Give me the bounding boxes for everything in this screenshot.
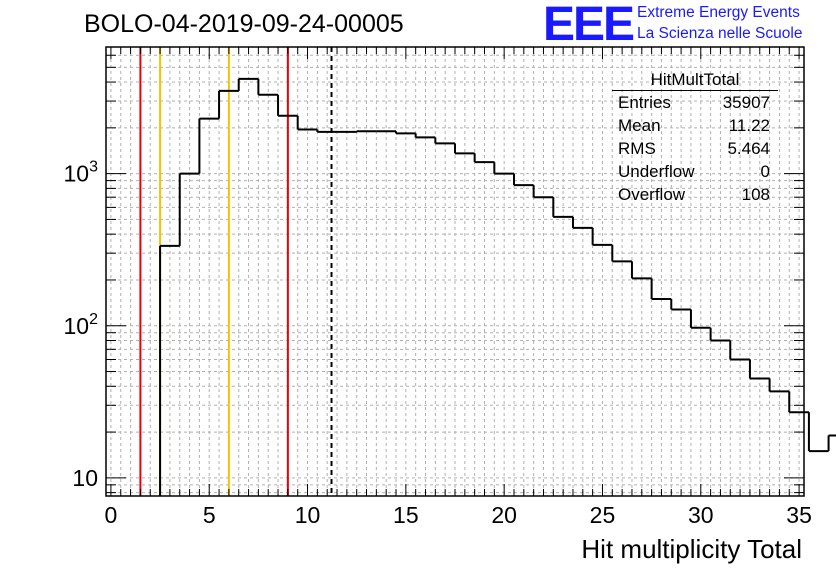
x-tick-label: 0 bbox=[105, 502, 118, 528]
x-tick-label: 20 bbox=[491, 502, 517, 528]
histogram-bin bbox=[689, 309, 711, 329]
x-tick-label: 5 bbox=[203, 502, 216, 528]
marker-lines bbox=[139, 47, 333, 496]
chart-title: BOLO-04-2019-09-24-00005 bbox=[84, 10, 404, 38]
histogram-bin bbox=[552, 197, 573, 218]
histogram-bin bbox=[257, 78, 279, 96]
stats-row-entries: Entries 35907 bbox=[612, 91, 778, 114]
histogram-bin bbox=[277, 94, 298, 117]
histogram-bin bbox=[827, 434, 836, 452]
y-tick-base: 10 bbox=[64, 161, 90, 187]
histogram-bin bbox=[434, 137, 455, 145]
plot-frame bbox=[105, 46, 805, 497]
stats-value: 0 bbox=[760, 162, 770, 181]
histogram-bin bbox=[571, 216, 593, 229]
stats-row-rms: RMS 5.464 bbox=[612, 137, 778, 160]
stats-value: 108 bbox=[741, 185, 770, 204]
stats-label: RMS bbox=[618, 139, 656, 158]
histogram-bin bbox=[159, 244, 180, 496]
histogram-bin bbox=[198, 117, 220, 174]
x-tick-label: 10 bbox=[295, 502, 321, 528]
histogram-bin bbox=[532, 185, 554, 199]
stats-value: 35907 bbox=[722, 93, 770, 112]
stats-label: Entries bbox=[618, 93, 671, 112]
histogram-bin bbox=[807, 412, 829, 453]
histogram-bin bbox=[729, 340, 750, 361]
histogram-bin bbox=[493, 162, 514, 175]
histogram-bin bbox=[630, 261, 652, 280]
histogram-bin bbox=[591, 227, 613, 246]
histogram-bin bbox=[296, 115, 318, 131]
y-tick-label: 10 bbox=[72, 465, 98, 491]
x-tick-labels: 0 5 10 15 20 25 30 35 bbox=[105, 502, 812, 528]
stats-row-mean: Mean 11.22 bbox=[612, 114, 778, 137]
histogram-bin bbox=[473, 153, 495, 164]
stats-label: Mean bbox=[618, 116, 661, 135]
stats-value: 5.464 bbox=[727, 139, 770, 158]
stats-title: HitMultTotal bbox=[612, 70, 778, 91]
y-tick-base: 10 bbox=[64, 313, 90, 339]
histogram-bin bbox=[768, 378, 790, 393]
histogram-bin bbox=[788, 391, 809, 414]
histogram-bin bbox=[178, 172, 200, 246]
histogram-bin bbox=[748, 359, 770, 380]
histogram-bin bbox=[611, 244, 632, 263]
logo-line-2: La Scienza nelle Scuole bbox=[637, 25, 803, 42]
histogram-bin bbox=[650, 278, 672, 300]
stats-row-underflow: Underflow 0 bbox=[612, 160, 778, 183]
y-tick-label: 102 bbox=[64, 311, 99, 339]
histogram-bin bbox=[454, 143, 475, 155]
histogram-bin bbox=[218, 89, 239, 119]
stats-box: HitMultTotal Entries 35907 Mean 11.22 RM… bbox=[612, 70, 778, 206]
histogram-bin bbox=[512, 173, 534, 187]
histogram-bin bbox=[237, 77, 259, 91]
histogram-bin bbox=[414, 133, 436, 139]
histogram-bin bbox=[709, 327, 731, 342]
stats-label: Underflow bbox=[618, 162, 695, 181]
histogram-bins bbox=[159, 77, 836, 496]
x-tick-label: 35 bbox=[786, 502, 812, 528]
logo-line-1: Extreme Energy Events bbox=[637, 4, 800, 21]
y-tick-exponent: 3 bbox=[89, 159, 98, 176]
x-tick-label: 25 bbox=[590, 502, 616, 528]
histogram-bin bbox=[316, 129, 338, 133]
y-tick-exponent: 2 bbox=[89, 311, 98, 328]
histogram-bin bbox=[395, 131, 416, 135]
stats-label: Overflow bbox=[618, 185, 686, 204]
histogram-bin bbox=[355, 130, 377, 133]
eee-logo: EEE bbox=[543, 0, 635, 51]
x-tick-label: 15 bbox=[393, 502, 419, 528]
stats-row-overflow: Overflow 108 bbox=[612, 183, 778, 206]
x-axis-title: Hit multiplicity Total bbox=[581, 534, 802, 564]
histogram-bin bbox=[670, 298, 691, 311]
x-tick-label: 30 bbox=[688, 502, 714, 528]
stats-value: 11.22 bbox=[728, 116, 770, 135]
axis-ticks bbox=[106, 47, 804, 496]
y-tick-label: 103 bbox=[64, 159, 99, 187]
